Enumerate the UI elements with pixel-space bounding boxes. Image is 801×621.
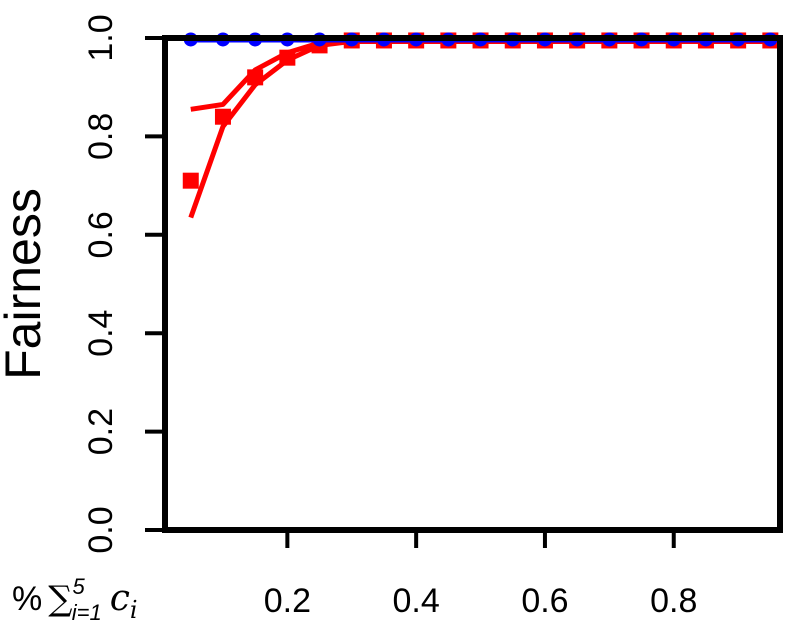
- x-axis-label: % ∑5 i=1 ci: [12, 574, 138, 621]
- x-tick-label: 0.4: [393, 582, 440, 620]
- x-tick-label: 0.2: [264, 582, 311, 620]
- series-line: [188, 38, 771, 219]
- y-tick-label: 0.2: [82, 408, 120, 455]
- y-axis-label: Fairness: [0, 188, 51, 380]
- y-tick-label: 0.8: [82, 113, 120, 160]
- x-label-sup: 5: [73, 574, 86, 599]
- x-tick-label: 0.6: [521, 582, 568, 620]
- y-tick-label: 0.6: [82, 211, 120, 258]
- x-label-var: c: [110, 578, 130, 619]
- y-tick-label: 0.4: [82, 310, 120, 357]
- x-label-prefix: %: [12, 580, 42, 618]
- x-label-var-sub: i: [130, 596, 138, 621]
- y-tick-label: 0.0: [82, 506, 120, 553]
- x-tick-label: 0.8: [650, 582, 697, 620]
- series-line: [190, 36, 771, 112]
- x-label-symbol: ∑: [48, 579, 72, 619]
- plot-frame: [162, 35, 783, 533]
- y-tick-label: 1.0: [82, 14, 120, 61]
- x-label-sub: i=1: [72, 600, 102, 621]
- point: [182, 172, 199, 189]
